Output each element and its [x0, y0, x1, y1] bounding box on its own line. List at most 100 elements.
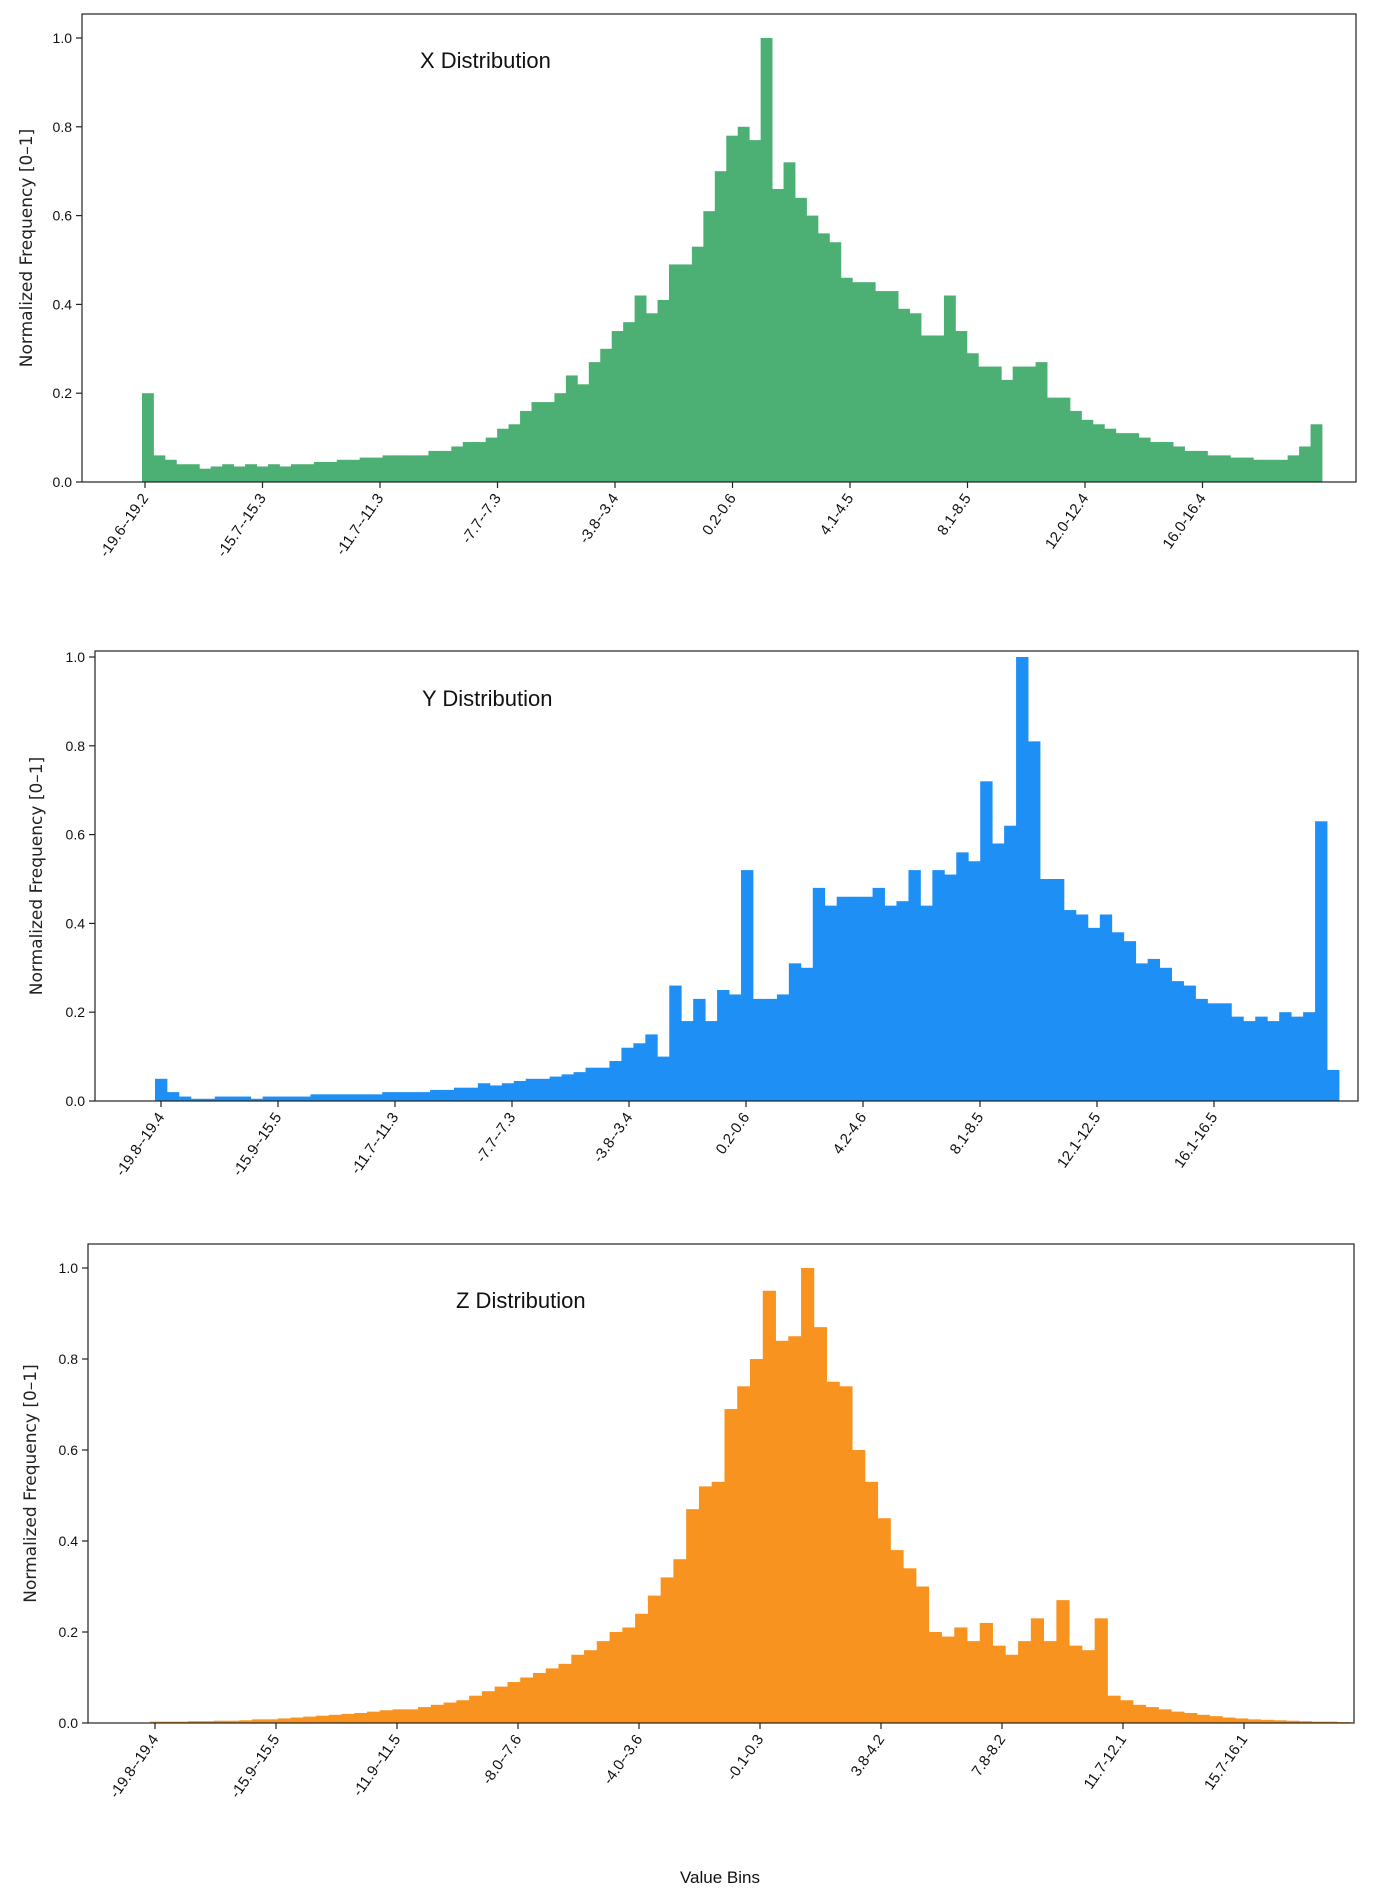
histogram-bar — [382, 1092, 395, 1101]
chart-title: Y Distribution — [422, 686, 552, 711]
x-tick-label: -3.8--3.4 — [576, 491, 622, 547]
histogram-bar — [222, 464, 235, 482]
histogram-bar — [1273, 1720, 1287, 1723]
x-tick-label: 15.7-16.1 — [1201, 1732, 1251, 1794]
histogram-bar — [954, 1627, 968, 1723]
y-tick-label: 0.0 — [53, 474, 73, 490]
histogram-bar — [310, 1094, 323, 1101]
histogram-bar — [633, 1043, 646, 1101]
histogram-bar — [1310, 424, 1323, 482]
histogram-bar — [405, 455, 418, 482]
histogram-bar — [439, 450, 452, 482]
histogram-bar — [1150, 442, 1163, 482]
histogram-bar — [1303, 1012, 1316, 1101]
x-tick-label: 12.1-12.5 — [1054, 1110, 1104, 1172]
histogram-bar — [210, 466, 223, 482]
histogram-bar — [430, 1089, 443, 1101]
histogram-bar — [1260, 1719, 1274, 1723]
histogram-bar — [992, 1645, 1006, 1723]
histogram-bar — [565, 375, 578, 482]
histogram-bar — [1004, 825, 1017, 1101]
histogram-bar — [980, 781, 993, 1101]
histogram-bar — [717, 990, 730, 1101]
histogram-bar — [370, 1094, 383, 1101]
histogram-bar — [691, 246, 704, 482]
histogram-bar — [966, 353, 979, 482]
histogram-bar — [681, 1021, 694, 1101]
histogram-bar — [150, 1721, 164, 1723]
histogram-bar — [508, 424, 521, 482]
histogram-bar — [354, 1712, 368, 1723]
histogram-bar — [928, 1632, 942, 1723]
y-tick-label: 0.2 — [53, 385, 73, 401]
histogram-bar — [943, 295, 956, 482]
histogram-bar — [1094, 1618, 1108, 1723]
x-tick-label: -0.1-0.3 — [724, 1732, 768, 1784]
histogram-bar — [1276, 459, 1289, 482]
z-distribution-panel: 0.0 0.2 0.4 0.6 0.8 1.0 -19.8--19.4 -15.9--15.5… — [21, 1243, 1355, 1887]
histogram-bar — [162, 1721, 176, 1723]
histogram-bar — [394, 1092, 407, 1101]
x-tick-label: -11.7--11.3 — [333, 491, 388, 559]
plot-frame — [87, 1243, 1355, 1724]
histogram-bar — [358, 1094, 371, 1101]
histogram-bar — [286, 1096, 299, 1101]
histogram-bar — [477, 1083, 491, 1101]
histogram-bar — [520, 410, 532, 482]
x-tick-label: -4.0--3.6 — [600, 1732, 646, 1788]
x-tick-label: -8.0--7.6 — [479, 1732, 525, 1788]
histogram-bar — [1115, 433, 1128, 482]
histogram-bar — [884, 905, 897, 1101]
histogram-bar — [840, 277, 853, 482]
y-tick-label: 0.6 — [53, 208, 73, 224]
histogram-bar — [315, 1715, 330, 1723]
histogram-bar — [875, 291, 888, 482]
histogram-bar — [772, 188, 784, 482]
histogram-bar — [226, 1720, 240, 1723]
histogram-bar — [406, 1092, 419, 1101]
histogram-bar — [660, 1577, 674, 1723]
histogram-bar — [302, 464, 315, 482]
y-tick-label: 0.4 — [66, 915, 86, 931]
histogram-bar — [382, 455, 395, 482]
histogram-bar — [442, 1089, 455, 1101]
histogram-bar — [680, 264, 693, 482]
histogram-bar — [1324, 1721, 1338, 1723]
histogram-bar — [451, 446, 464, 482]
x-tick-label: -19.8--19.4 — [112, 1110, 168, 1180]
histogram-bar — [752, 998, 766, 1101]
histogram-bar — [328, 1714, 342, 1723]
histogram-bar — [405, 1709, 419, 1723]
histogram-bar — [290, 1717, 304, 1723]
plot-frame — [81, 13, 1357, 483]
y-tick-label: 0.4 — [59, 1533, 79, 1549]
histogram-bar — [813, 1327, 827, 1723]
histogram-bar — [726, 135, 739, 482]
histogram-bar — [341, 1713, 355, 1723]
histogram-bar — [262, 1096, 275, 1101]
x-tick-label: 7.8-8.2 — [969, 1732, 1010, 1780]
histogram-bar — [1195, 998, 1208, 1101]
histogram-bar — [657, 1056, 670, 1101]
histogram-bar — [1173, 446, 1185, 482]
x-tick-label: 11.7-12.1 — [1081, 1732, 1131, 1793]
histogram-bar — [1035, 362, 1048, 482]
histogram-bar — [367, 1711, 381, 1724]
histogram-bar — [890, 1550, 904, 1723]
histogram-bar — [142, 393, 154, 482]
histogram-bar — [1207, 455, 1220, 482]
y-tick-label: 1.0 — [53, 30, 73, 46]
histogram-bar — [1092, 424, 1105, 482]
histogram-bar — [896, 901, 909, 1101]
histogram-bar — [669, 985, 682, 1101]
histogram-bar — [175, 1721, 189, 1723]
histogram-bar — [1123, 941, 1137, 1101]
histogram-bar — [623, 322, 636, 482]
histogram-bar — [1231, 1016, 1244, 1101]
histogram-bar — [1047, 397, 1059, 482]
histogram-bar — [274, 1096, 287, 1101]
chart-title: X Distribution — [420, 48, 551, 73]
histogram-bar — [453, 1087, 467, 1101]
x-tick-label: 8.1-8.5 — [947, 1110, 988, 1158]
histogram-bar — [646, 313, 658, 482]
